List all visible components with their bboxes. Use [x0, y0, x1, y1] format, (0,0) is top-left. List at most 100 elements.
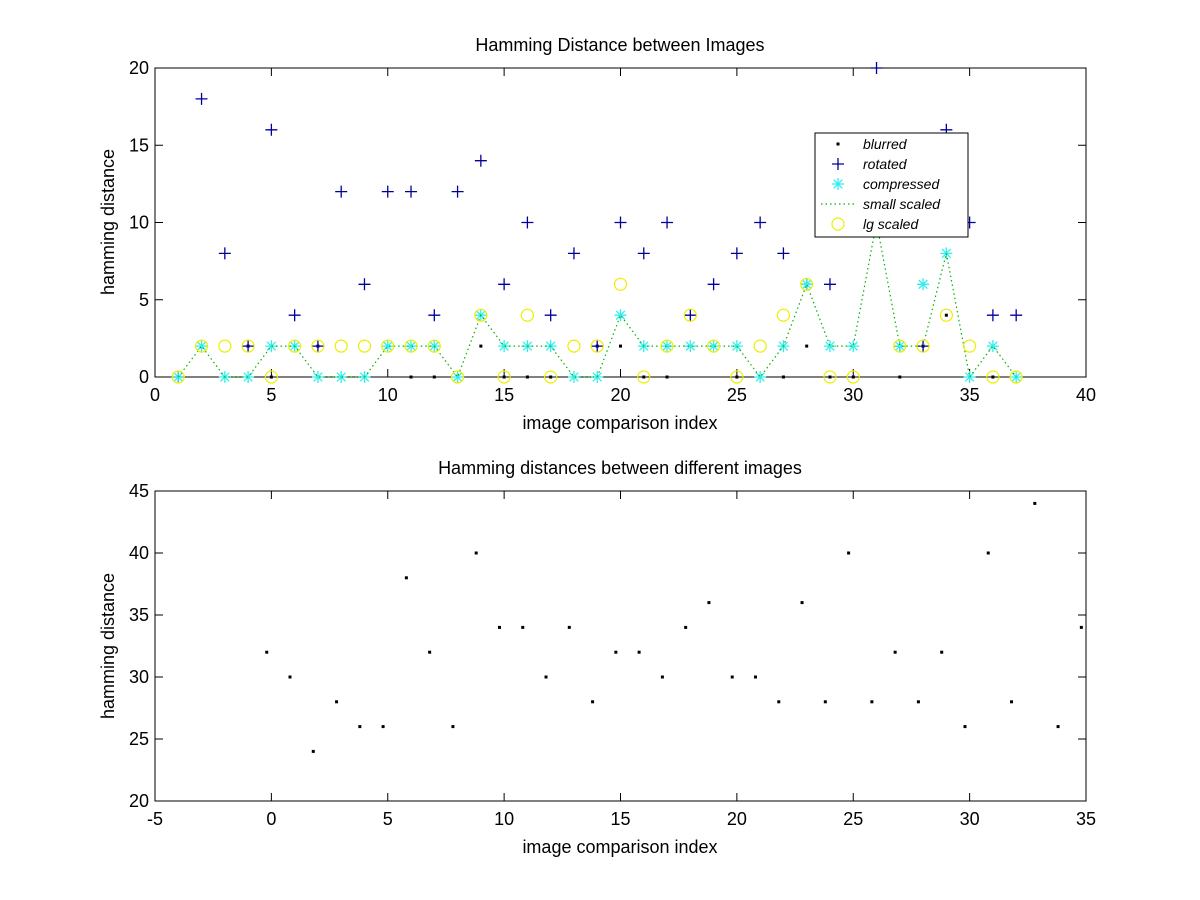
data-point-compressed	[893, 340, 906, 353]
data-point-lg-scaled	[194, 339, 209, 353]
data-point-blurred	[898, 375, 902, 379]
data-point-rotated	[242, 340, 255, 353]
data-point-series	[893, 650, 897, 654]
data-point-lg-scaled	[311, 339, 325, 353]
data-point-series	[916, 700, 920, 704]
data-point-lg-scaled	[404, 339, 418, 353]
data-point-compressed	[963, 371, 976, 383]
data-point-compressed	[335, 371, 348, 383]
data-point-lg-scaled	[544, 370, 558, 384]
data-point-lg-scaled	[520, 308, 535, 322]
data-point-rotated	[218, 247, 231, 260]
y-tick-label: 0	[139, 367, 149, 387]
chart-bottom-x-axis-label: image comparison index	[522, 837, 717, 857]
y-tick-label: 30	[129, 667, 149, 687]
data-point-compressed	[730, 340, 743, 353]
data-point-blurred	[409, 375, 413, 379]
data-point-lg-scaled	[683, 308, 697, 322]
legend-swatch	[831, 217, 845, 231]
data-point-blurred	[828, 375, 832, 379]
x-tick-label: 25	[843, 809, 863, 829]
legend-entry-blurred: blurred	[836, 136, 908, 152]
data-point-compressed	[800, 278, 813, 291]
data-point-compressed	[823, 340, 836, 353]
data-point-lg-scaled	[637, 370, 651, 384]
x-tick-label: -5	[147, 809, 163, 829]
data-point-series	[1056, 725, 1060, 729]
chart-top-title: Hamming Distance between Images	[475, 35, 764, 55]
data-point-lg-scaled	[567, 339, 581, 353]
data-point-series	[428, 650, 432, 654]
data-point-series	[451, 725, 455, 729]
data-point-series	[544, 675, 548, 679]
data-point-compressed	[311, 371, 324, 383]
x-tick-label: 35	[1076, 809, 1096, 829]
data-point-blurred	[269, 375, 273, 379]
data-point-compressed	[754, 371, 767, 383]
chart-top-legend: blurred rotated compressed small scaled lg s…	[814, 132, 969, 238]
data-point-lg-scaled	[823, 370, 837, 384]
data-point-series	[474, 551, 478, 555]
legend-entry-lg-scaled: lg scaled	[831, 216, 919, 232]
data-point-compressed	[917, 278, 930, 291]
data-point-rotated	[661, 216, 674, 229]
y-tick-label: 40	[129, 543, 149, 563]
data-point-series	[986, 551, 990, 555]
x-tick-label: 25	[727, 385, 747, 405]
series-rotated	[172, 62, 1023, 383]
legend-label: lg scaled	[863, 216, 919, 232]
data-point-series	[311, 749, 315, 753]
data-point-lg-scaled	[846, 370, 860, 384]
legend-swatch	[836, 142, 840, 146]
legend-box	[814, 132, 969, 238]
data-point-compressed	[498, 340, 511, 353]
data-point-blurred	[642, 375, 646, 379]
data-point-series	[753, 675, 757, 679]
data-point-blurred	[525, 375, 529, 379]
data-point-compressed	[847, 340, 860, 353]
y-tick-label: 25	[129, 729, 149, 749]
data-point-lg-scaled	[613, 277, 628, 291]
data-point-blurred	[805, 344, 809, 348]
chart-bottom: Hamming distances between different imag…	[98, 458, 1096, 857]
y-tick-label: 20	[129, 791, 149, 811]
data-point-series	[870, 700, 874, 704]
chart-bottom-title: Hamming distances between different imag…	[438, 458, 802, 478]
data-point-lg-scaled	[893, 339, 907, 353]
data-point-rotated	[917, 340, 930, 353]
x-tick-label: 15	[610, 809, 630, 829]
data-point-lg-scaled	[1009, 370, 1023, 384]
x-tick-label: 30	[843, 385, 863, 405]
data-point-series	[521, 625, 525, 629]
data-point-series	[637, 650, 641, 654]
data-point-series	[1033, 501, 1037, 505]
data-point-rotated	[358, 278, 371, 291]
legend-swatch	[832, 178, 844, 190]
data-point-lg-scaled	[963, 339, 977, 353]
data-point-series	[288, 675, 292, 679]
data-point-lg-scaled	[800, 277, 814, 291]
data-point-lg-scaled	[427, 339, 441, 353]
data-point-series	[567, 625, 571, 629]
legend-label: blurred	[863, 136, 908, 152]
data-point-rotated	[474, 154, 487, 167]
x-tick-label: 15	[494, 385, 514, 405]
data-point-lg-scaled	[730, 370, 744, 384]
data-point-lg-scaled	[264, 370, 278, 384]
legend-label: small scaled	[863, 196, 941, 212]
data-point-series	[614, 650, 618, 654]
legend-entry-small-scaled: small scaled	[821, 196, 941, 212]
data-point-rotated	[777, 247, 790, 260]
y-tick-label: 15	[129, 135, 149, 155]
data-point-series	[847, 551, 851, 555]
data-point-compressed	[684, 340, 697, 353]
series-series	[265, 501, 1083, 753]
data-point-blurred	[665, 375, 669, 379]
data-point-rotated	[707, 278, 720, 291]
x-tick-label: 10	[494, 809, 514, 829]
x-tick-label: 5	[266, 385, 276, 405]
data-point-compressed	[265, 340, 278, 353]
data-point-blurred	[479, 344, 483, 348]
y-tick-label: 20	[129, 58, 149, 78]
